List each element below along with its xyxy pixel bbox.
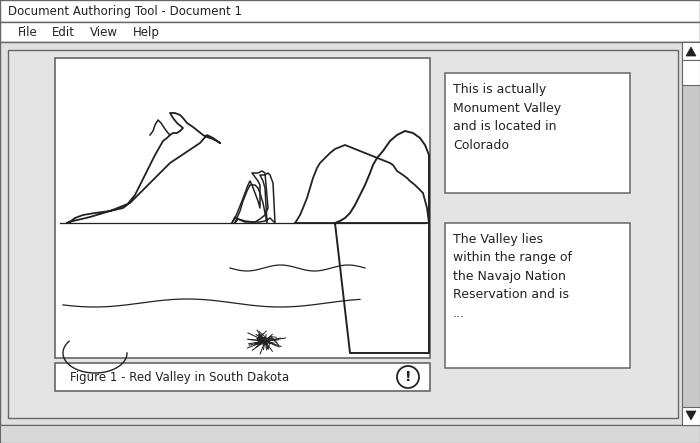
Bar xyxy=(682,407,700,425)
Text: Help: Help xyxy=(133,26,160,39)
Text: Figure 1 - Red Valley in South Dakota: Figure 1 - Red Valley in South Dakota xyxy=(70,370,289,384)
Text: File: File xyxy=(18,26,38,39)
Bar xyxy=(0,42,700,425)
Text: Edit: Edit xyxy=(52,26,75,39)
Bar xyxy=(445,223,630,368)
Polygon shape xyxy=(686,411,696,420)
Bar xyxy=(445,73,630,193)
Text: This is actually
Monument Valley
and is located in
Colorado: This is actually Monument Valley and is … xyxy=(453,83,561,152)
Text: The Valley lies
within the range of
the Navajo Nation
Reservation and is
...: The Valley lies within the range of the … xyxy=(453,233,572,320)
Polygon shape xyxy=(686,47,696,56)
Bar xyxy=(8,50,678,418)
Bar xyxy=(0,22,700,42)
Circle shape xyxy=(397,366,419,388)
Text: View: View xyxy=(90,26,118,39)
Bar xyxy=(55,58,430,358)
Bar xyxy=(0,425,700,443)
Bar xyxy=(55,363,430,391)
Bar xyxy=(682,42,700,60)
Bar xyxy=(0,0,700,22)
Bar xyxy=(682,60,700,85)
Bar xyxy=(682,42,700,425)
Text: Document Authoring Tool - Document 1: Document Authoring Tool - Document 1 xyxy=(8,4,242,18)
Text: !: ! xyxy=(405,370,412,384)
